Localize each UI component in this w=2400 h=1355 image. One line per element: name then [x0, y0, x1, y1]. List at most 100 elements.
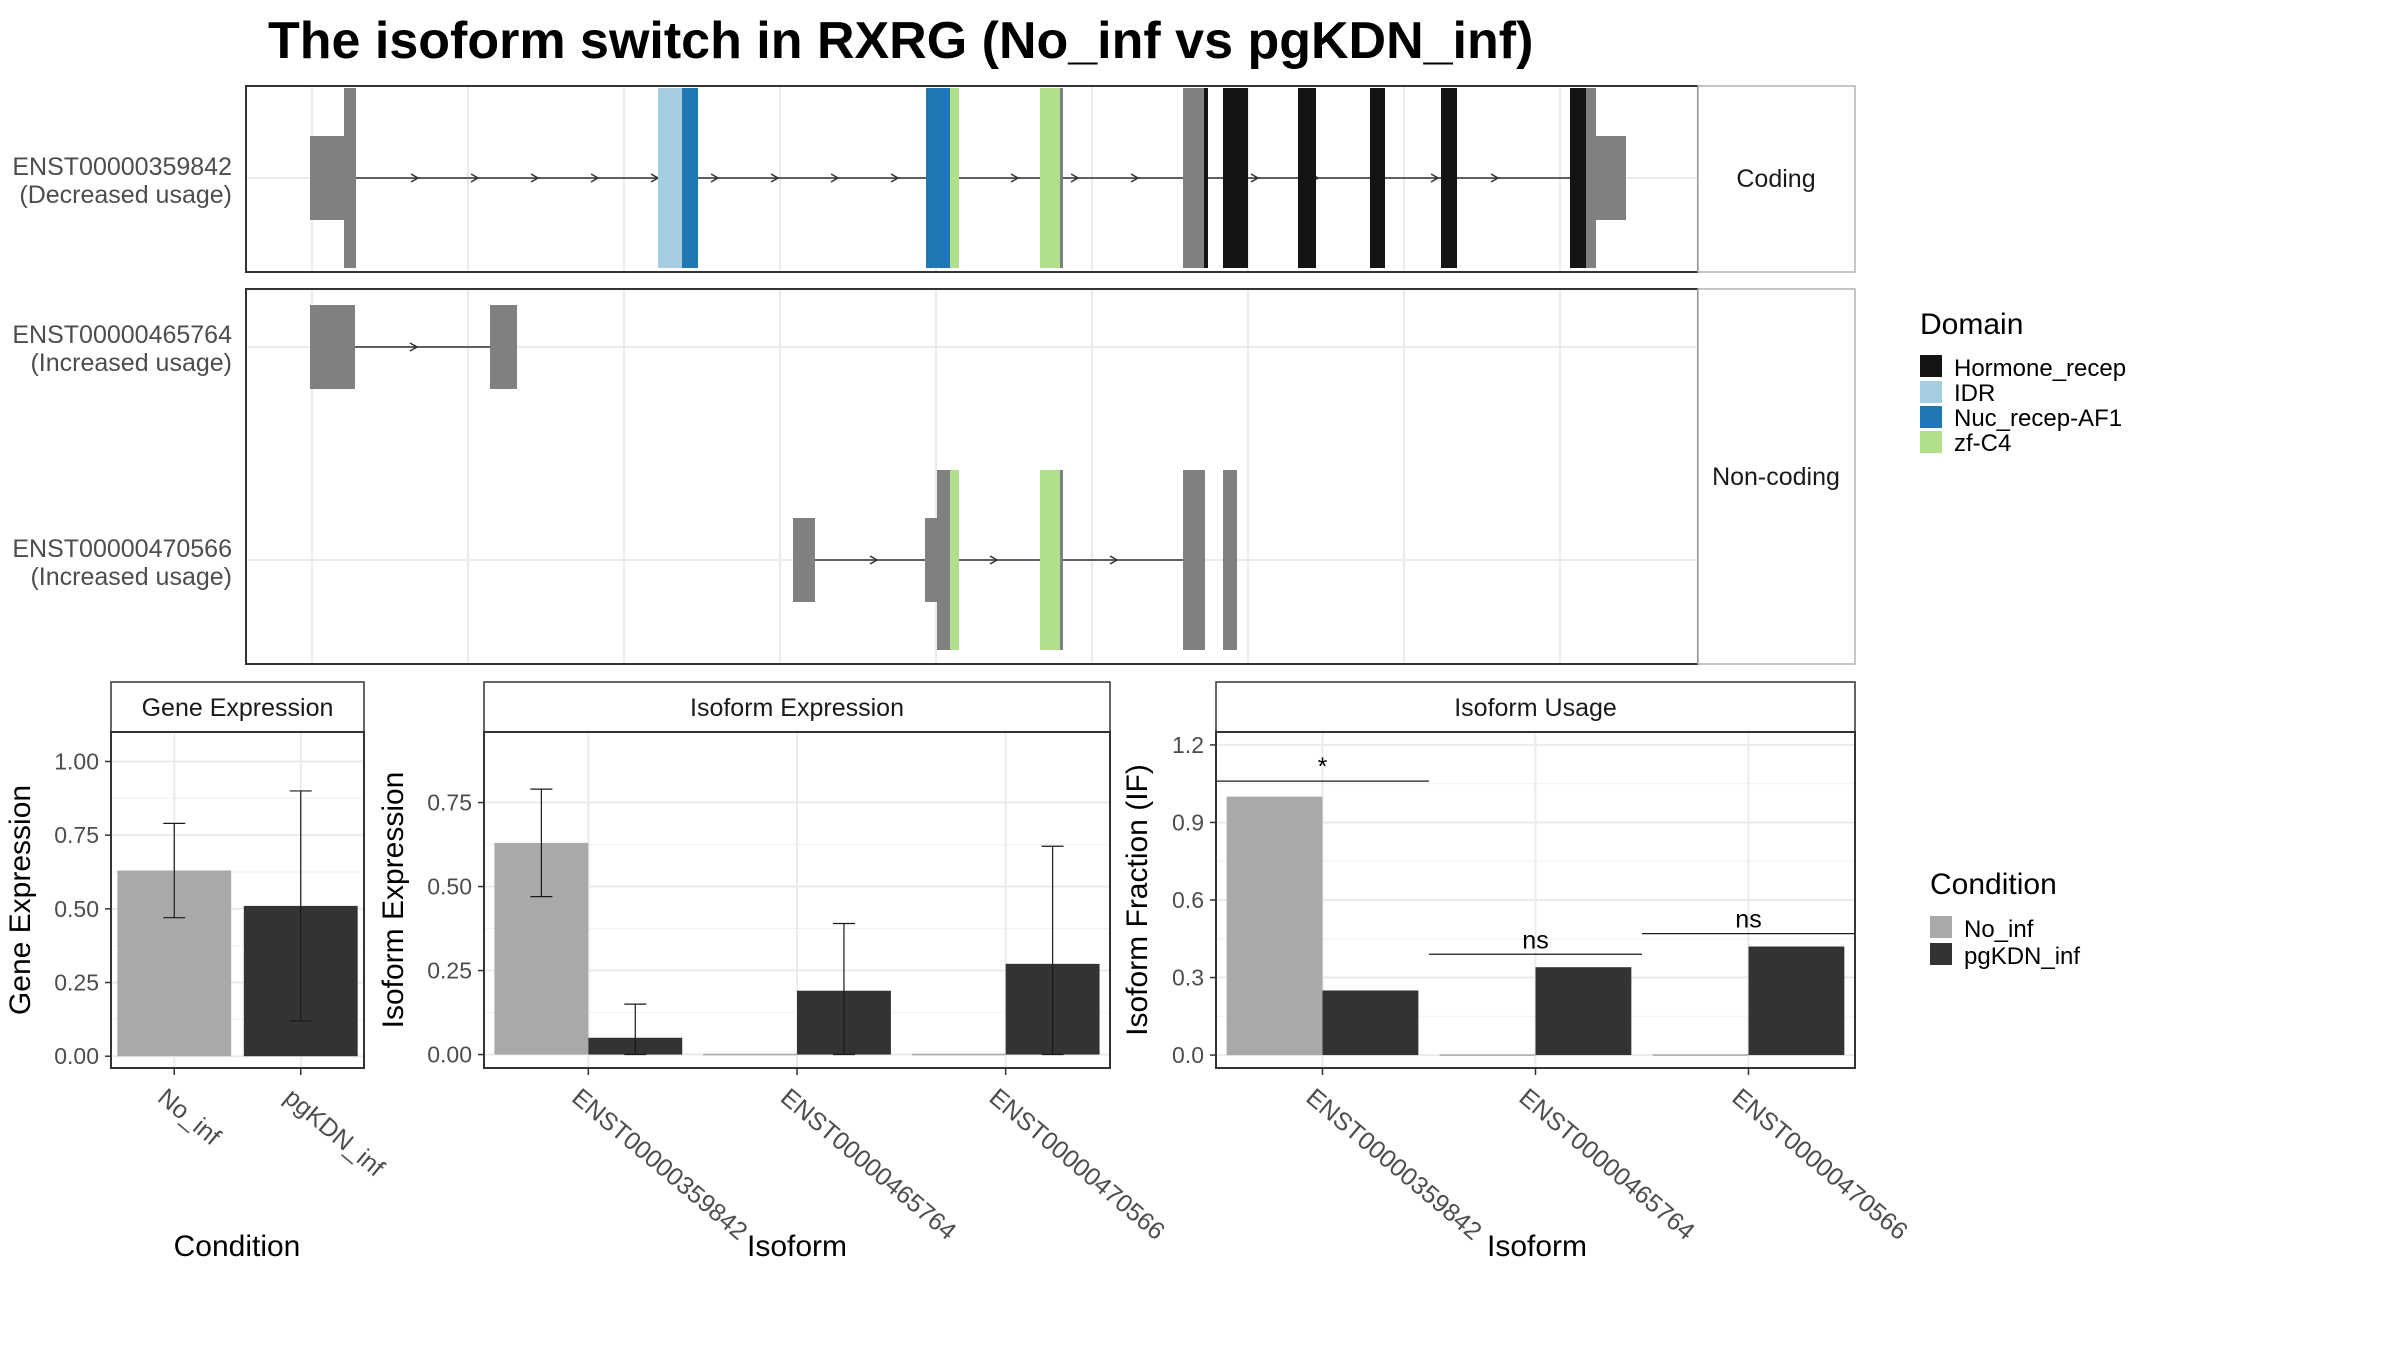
transcript-1-zf-c4-domain [1040, 88, 1060, 268]
chart-1-y-tick-label: 0.50 [54, 896, 99, 922]
transcript-3-exon [1183, 470, 1205, 650]
transcript-label-2-usage: (Increased usage) [30, 349, 232, 377]
transcript-1-direction-arrow [770, 173, 780, 183]
legend-key-hormone-recep [1920, 355, 1942, 377]
transcript-2-exon [310, 305, 355, 389]
condition-legend-title: Condition [1930, 868, 2057, 901]
chart-3-x-axis-title: Isoform [1487, 1230, 1587, 1263]
transcript-structure-plot [245, 85, 1699, 665]
chart-3-bar-pgkdn_inf [1535, 967, 1632, 1056]
chart-3-y-tick-label: 1.2 [1172, 732, 1204, 758]
legend-key-no-inf [1930, 916, 1952, 938]
chart-2-y-tick-label: 0.50 [427, 874, 472, 900]
transcript-1-utr-exon [1596, 136, 1626, 220]
transcript-1-direction-arrow [1490, 173, 1500, 183]
condition-legend: Condition No_inf pgKDN_inf [1930, 868, 2080, 970]
transcript-1-direction-arrow [710, 173, 720, 183]
facet-strip-noncoding [1697, 288, 1856, 665]
chart-2-y-tick-label: 0.00 [427, 1042, 472, 1068]
transcript-1-hormone-recep-domain [1204, 88, 1208, 268]
chart-3-title: Isoform Usage [1454, 694, 1617, 722]
transcript-1-exon [1060, 88, 1063, 268]
chart-3-significance-label: * [1318, 753, 1328, 781]
domain-legend: Domain Hormone_recep IDR Nuc_recep-AF1 z… [1920, 308, 2126, 457]
transcript-3-exon [793, 518, 815, 602]
transcript-1-direction-arrow [410, 173, 420, 183]
transcript-label-2-id: ENST00000465764 [12, 321, 232, 349]
legend-label-pgkdn-inf: pgKDN_inf [1964, 943, 2080, 970]
transcript-1-exon [1586, 88, 1596, 268]
chart-3-bar-no_inf [1226, 796, 1323, 1056]
transcript-1-direction-arrow [1010, 173, 1020, 183]
chart-1-y-tick-label: 0.75 [54, 822, 99, 848]
chart-3-significance-label: ns [1522, 926, 1548, 954]
transcript-3-zf-c4-domain [1040, 470, 1060, 650]
facet-strip-coding [1697, 85, 1856, 273]
transcript-1-hormone-recep-domain [1441, 88, 1457, 268]
transcript-3-exon [925, 518, 937, 602]
transcript-1-hormone-recep-domain [1223, 88, 1248, 268]
chart-2-y-tick-label: 0.75 [427, 790, 472, 816]
chart-1-title: Gene Expression [142, 694, 334, 722]
chart-1-x-axis-title: Condition [174, 1230, 301, 1263]
chart-2-y-axis-title: Isoform Expression [377, 772, 410, 1029]
legend-key-zf-c4 [1920, 431, 1942, 453]
transcript-1-zf-c4-domain [950, 88, 959, 268]
chart-3-y-tick-label: 0.0 [1172, 1042, 1204, 1068]
chart-3-y-tick-label: 0.9 [1172, 809, 1204, 835]
noncoding-panel-background [246, 289, 1698, 664]
transcript-3-direction-arrow [869, 555, 879, 565]
chart-1-title-strip [110, 681, 365, 733]
legend-key-nuc-recep-af1 [1920, 406, 1942, 428]
chart-3-bar-pgkdn_inf [1748, 946, 1845, 1056]
transcript-label-3-id: ENST00000470566 [12, 535, 232, 563]
transcript-2-direction-arrow [409, 342, 419, 352]
transcript-1-direction-arrow [1130, 173, 1140, 183]
transcript-1-direction-arrow [1250, 173, 1260, 183]
chart-1-y-tick-label: 1.00 [54, 748, 99, 774]
transcript-3-exon [937, 470, 950, 650]
transcript-3-direction-arrow [989, 555, 999, 565]
transcript-1-direction-arrow [530, 173, 540, 183]
legend-key-pgkdn-inf [1930, 943, 1952, 965]
transcript-1-exon [1183, 88, 1204, 268]
chart-1-y-axis-title: Gene Expression [4, 785, 37, 1015]
transcript-1-hormone-recep-domain [1570, 88, 1586, 268]
transcript-1-direction-arrow [830, 173, 840, 183]
chart-2-bar-no_inf [703, 1053, 797, 1056]
chart-3-bar-pgkdn_inf [1322, 990, 1419, 1056]
transcript-label-3-usage: (Increased usage) [30, 563, 232, 591]
chart-3-significance-label: ns [1735, 906, 1761, 934]
chart-3-bar-no_inf [1652, 1054, 1749, 1056]
legend-label-idr: IDR [1954, 380, 1995, 407]
transcript-label-1-usage: (Decreased usage) [19, 181, 232, 209]
chart-2-title-strip [483, 681, 1111, 733]
transcript-1-direction-arrow [1070, 173, 1080, 183]
chart-3-title-strip [1215, 681, 1856, 733]
facet-label-noncoding: Non-coding [1712, 463, 1840, 491]
legend-label-no-inf: No_inf [1964, 916, 2034, 943]
chart-1-y-tick-label: 0.00 [54, 1043, 99, 1069]
legend-key-idr [1920, 381, 1942, 403]
figure-title: The isoform switch in RXRG (No_inf vs pg… [268, 12, 1533, 70]
transcript-1-direction-arrow [590, 173, 600, 183]
chart-2-bar-no_inf [911, 1053, 1006, 1056]
transcript-1-direction-arrow [890, 173, 900, 183]
transcript-1-hormone-recep-domain [1370, 88, 1385, 268]
domain-legend-title: Domain [1920, 308, 2023, 341]
chart-2-title: Isoform Expression [690, 694, 904, 722]
transcript-1-exon [344, 88, 356, 268]
chart-3-y-axis-title: Isoform Fraction (IF) [1121, 764, 1154, 1036]
chart-1-panel-border [110, 731, 365, 1069]
chart-2-y-tick-label: 0.25 [427, 958, 472, 984]
transcript-1-idr-domain [658, 88, 682, 268]
transcript-3-exon [1223, 470, 1237, 650]
transcript-1-hormone-recep-domain [1298, 88, 1316, 268]
transcript-2-exon [490, 305, 517, 389]
transcript-3-direction-arrow [1109, 555, 1119, 565]
transcript-1-nuc-recep-af1-domain [926, 88, 950, 268]
legend-label-zf-c4: zf-C4 [1954, 430, 2011, 457]
transcript-label-1-id: ENST00000359842 [12, 153, 232, 181]
